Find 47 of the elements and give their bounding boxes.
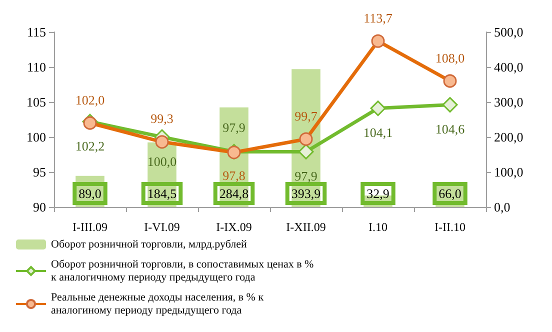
y-tick-label: 110: [26, 60, 46, 74]
data-label: 99,7: [294, 108, 318, 124]
data-label: 113,7: [364, 10, 393, 26]
legend-label: Оборот розничной торговли, в сопоставимых ценах в % к аналогичному периоду предыдущего года: [51, 258, 316, 284]
point: [155, 135, 169, 149]
y2-tick-label: 500,0: [494, 24, 524, 40]
y2-tick-label: 200,0: [494, 130, 524, 144]
legend-label: Оборот розничной торговли, млрд.рублей: [51, 238, 248, 250]
data-label: 97,8: [222, 168, 246, 184]
point: [298, 144, 314, 160]
y2-tick-label: 100,0: [494, 164, 524, 180]
data-label: 284,8: [219, 186, 249, 201]
y2-tick-label: 300,0: [494, 94, 524, 110]
point: [442, 97, 458, 113]
data-label: 89,0: [78, 186, 102, 201]
y2-tick-label: 0,0: [494, 200, 510, 214]
y-tick-label: 105: [26, 94, 46, 110]
data-label: 108,0: [435, 50, 465, 66]
point: [299, 132, 313, 146]
y-tick-label: 90: [33, 200, 46, 214]
data-label: 99,3: [150, 111, 174, 126]
x-tick-label: I.10: [368, 220, 388, 234]
data-label: 100,0: [147, 154, 177, 169]
data-label: 184,5: [147, 186, 177, 201]
x-tick-label: I-III.09: [72, 220, 108, 234]
data-label: 32,9: [366, 186, 390, 201]
point: [370, 100, 386, 116]
x-tick-label: I-XII.09: [286, 220, 326, 234]
x-tick-label: I-IX.09: [216, 220, 252, 234]
legend-label: Реальные денежные доходы населения, в % к аналогиному периоду предыдущего года: [51, 292, 266, 316]
y-tick-label: 100: [26, 130, 46, 144]
point: [83, 116, 97, 130]
x-tick-label: I-II.10: [434, 220, 466, 234]
data-label: 66,0: [438, 186, 462, 201]
data-label: 104,6: [435, 122, 466, 137]
data-label: 393,9: [291, 186, 321, 201]
y2-tick-label: 400,0: [494, 60, 524, 74]
x-tick-label: I-VI.09: [144, 220, 180, 234]
y-tick-label: 95: [33, 164, 46, 180]
point: [371, 34, 385, 48]
data-label: 102,2: [75, 138, 105, 154]
data-label: 104,1: [363, 125, 393, 140]
point: [443, 74, 457, 88]
data-label: 102,0: [75, 92, 105, 108]
data-label: 97,9: [294, 168, 318, 184]
y-tick-label: 115: [26, 24, 46, 40]
data-label: 97,9: [222, 120, 246, 135]
